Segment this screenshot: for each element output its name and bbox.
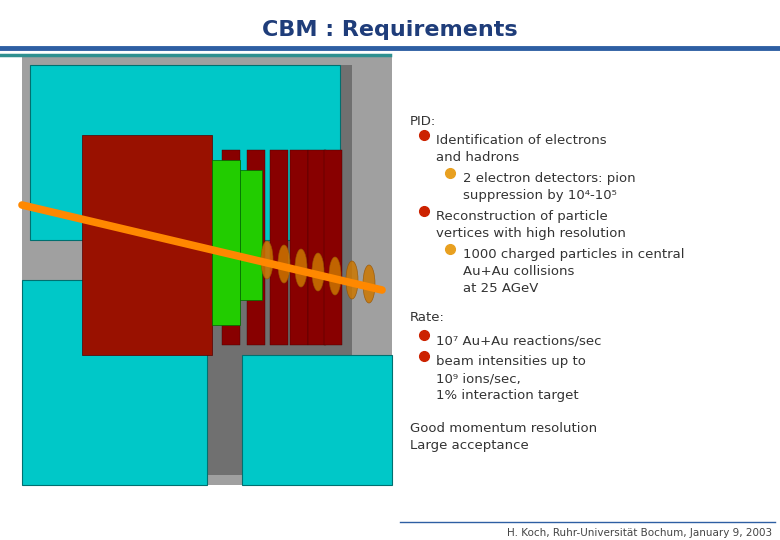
Bar: [240, 170, 262, 300]
Ellipse shape: [346, 261, 358, 299]
Bar: [82, 135, 212, 355]
Text: CBM : Requirements: CBM : Requirements: [262, 20, 518, 40]
Bar: [22, 280, 207, 485]
Bar: [308, 150, 326, 345]
Text: 10⁹ ions/sec,: 10⁹ ions/sec,: [436, 372, 521, 385]
Text: Large acceptance: Large acceptance: [410, 439, 529, 452]
Bar: [22, 55, 392, 485]
Text: PID:: PID:: [410, 115, 436, 128]
Text: 2 electron detectors: pion: 2 electron detectors: pion: [463, 172, 636, 185]
Text: at 25 AGeV: at 25 AGeV: [463, 282, 538, 295]
Text: Au+Au collisions: Au+Au collisions: [463, 265, 574, 278]
Ellipse shape: [261, 241, 273, 279]
Ellipse shape: [312, 253, 324, 291]
Text: Identification of electrons: Identification of electrons: [436, 134, 607, 147]
Bar: [222, 150, 240, 345]
Bar: [270, 150, 288, 345]
Bar: [242, 355, 392, 485]
Text: Reconstruction of particle: Reconstruction of particle: [436, 210, 608, 223]
Text: beam intensities up to: beam intensities up to: [436, 355, 586, 368]
Text: Rate:: Rate:: [410, 311, 445, 324]
Text: 1% interaction target: 1% interaction target: [436, 389, 579, 402]
Bar: [30, 65, 340, 240]
Ellipse shape: [278, 245, 290, 283]
Ellipse shape: [329, 257, 341, 295]
Text: 1000 charged particles in central: 1000 charged particles in central: [463, 248, 685, 261]
Bar: [247, 150, 265, 345]
Bar: [290, 150, 308, 345]
Text: Good momentum resolution: Good momentum resolution: [410, 422, 597, 435]
Bar: [324, 150, 342, 345]
Text: and hadrons: and hadrons: [436, 151, 519, 164]
Ellipse shape: [363, 265, 375, 303]
Bar: [152, 65, 352, 475]
Bar: [212, 160, 240, 325]
Text: 10⁷ Au+Au reactions/sec: 10⁷ Au+Au reactions/sec: [436, 334, 601, 347]
Text: suppression by 10⁴-10⁵: suppression by 10⁴-10⁵: [463, 189, 617, 202]
Text: vertices with high resolution: vertices with high resolution: [436, 227, 626, 240]
Text: H. Koch, Ruhr-Universität Bochum, January 9, 2003: H. Koch, Ruhr-Universität Bochum, Januar…: [507, 528, 772, 538]
Ellipse shape: [295, 249, 307, 287]
